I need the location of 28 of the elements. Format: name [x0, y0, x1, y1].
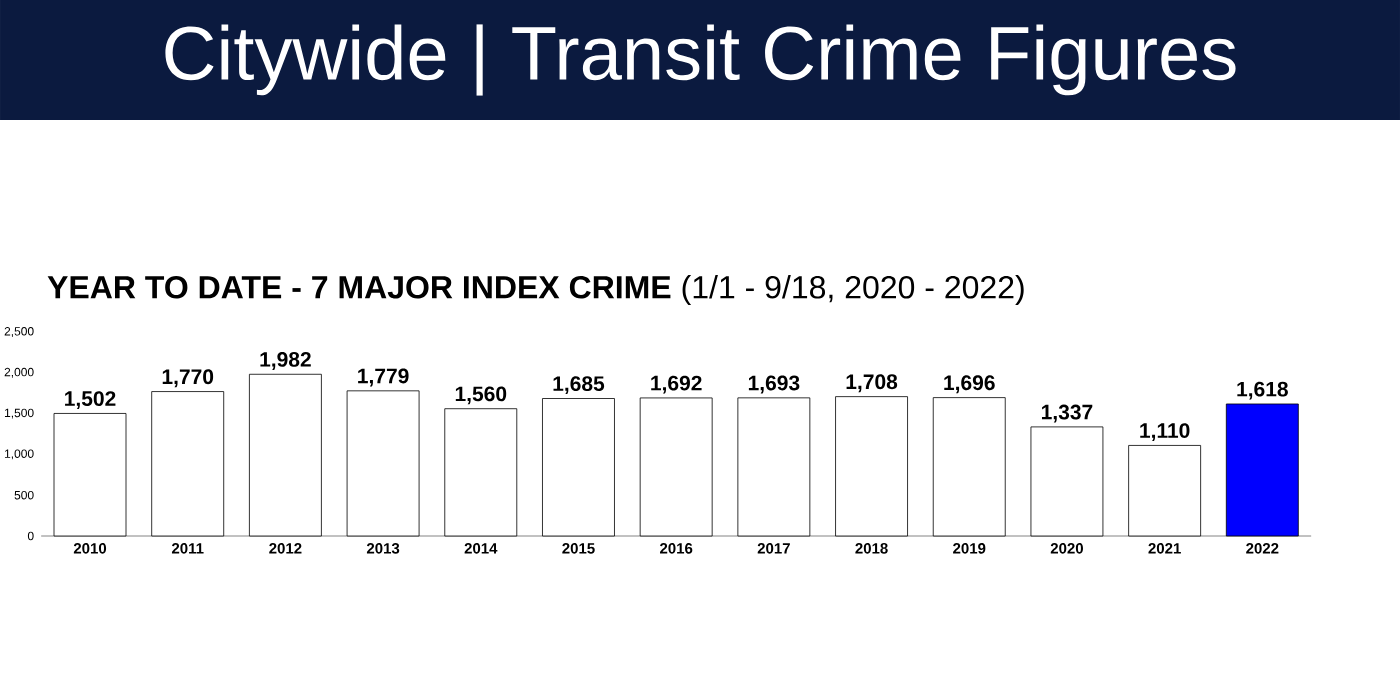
bar	[542, 398, 615, 537]
data-label: 1,770	[162, 369, 214, 388]
bar	[737, 397, 811, 537]
bar	[346, 390, 420, 537]
chart-subtitle: YEAR TO DATE - 7 MAJOR INDEX CRIME (1/1 - 9/18, 2020 - 2022)	[47, 275, 1024, 305]
data-label: 1,502	[65, 391, 116, 410]
bar	[444, 408, 518, 537]
data-label: 1,685	[553, 376, 605, 395]
data-label: 1,779	[358, 368, 409, 387]
bar	[53, 413, 127, 537]
bar	[835, 396, 908, 537]
data-label: 1,693	[748, 375, 800, 394]
bar	[932, 397, 1006, 537]
bar	[1225, 403, 1299, 537]
data-label: 1,696	[944, 375, 995, 394]
data-label: 1,708	[846, 374, 898, 393]
data-label: 1,337	[1041, 404, 1093, 423]
data-label: 1,560	[455, 386, 507, 405]
bar	[248, 373, 322, 537]
bar	[1128, 445, 1202, 537]
bar	[1030, 426, 1104, 537]
data-label: 1,982	[260, 351, 311, 370]
data-label: 1,618	[1237, 381, 1288, 400]
bar	[151, 391, 225, 537]
data-label: 1,110	[1140, 423, 1190, 442]
chart-title: Citywide | Transit Crime Figures	[165, 24, 1236, 96]
bar	[639, 397, 713, 537]
data-label: 1,692	[651, 375, 702, 394]
